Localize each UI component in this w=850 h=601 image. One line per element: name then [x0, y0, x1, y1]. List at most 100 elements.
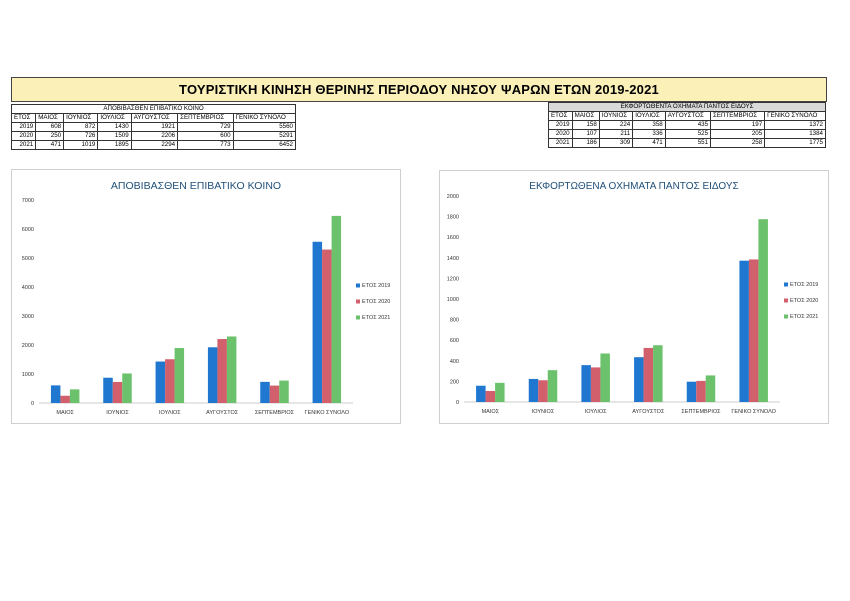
bar	[331, 215, 342, 403]
y-tick-label: 0	[456, 400, 459, 406]
x-tick-label: ΜΑΙΟΣ	[56, 410, 74, 416]
column-header: ΓΕΝΙΚΟ ΣΥΝΟΛΟ	[764, 111, 826, 121]
table-cell: 1372	[764, 120, 826, 130]
bar	[60, 395, 70, 403]
y-tick-label: 1600	[447, 235, 459, 241]
y-tick-label: 2000	[22, 343, 34, 349]
y-tick-label: 800	[450, 318, 459, 324]
table-caption: ΕΚΦΟΡΤΩΘΕΝΤΑ ΟΧΗΜΑΤΑ ΠΑΝΤΟΣ ΕΙΔΟΥΣ	[548, 102, 826, 112]
x-tick-label: ΙΟΥΛΙΟΣ	[585, 409, 607, 415]
bar	[322, 249, 332, 403]
y-tick-label: 6000	[22, 227, 34, 233]
bar	[50, 385, 61, 403]
column-header: ΑΥΓΟΥΣΤΟΣ	[664, 111, 712, 121]
x-tick-label: ΑΥΓΟΥΣΤΟΣ	[632, 409, 665, 415]
table-cell: 1384	[764, 129, 826, 139]
y-tick-label: 5000	[22, 256, 34, 262]
bar	[758, 219, 768, 402]
column-header: ΙΟΥΛΙΟΣ	[632, 111, 666, 121]
bar	[269, 385, 280, 403]
table-cell: 5291	[232, 131, 297, 141]
bar	[112, 381, 123, 403]
legend-entry: ΕΤΟΣ 2020	[362, 299, 390, 305]
vehicles-chart-svg: ΕΚΦΟΡΤΩΘΕΝΑ ΟΧΗΜΑΤΑ ΠΑΝΤΟΣ ΕΙΔΟΥΣ 0 200 400…	[447, 181, 819, 415]
bar	[590, 367, 601, 402]
legend-entry: ΕΤΟΣ 2021	[362, 315, 390, 321]
bar	[207, 347, 218, 403]
table-cell: 471	[35, 140, 65, 150]
table-cell: 2294	[130, 140, 179, 150]
bar	[696, 380, 706, 402]
column-header: ΜΑΙΟΣ	[35, 113, 65, 123]
y-tick-label: 0	[31, 401, 34, 407]
table-cell: 1509	[97, 131, 132, 141]
legend-swatch	[356, 283, 360, 288]
vehicles-table: ΕΚΦΟΡΤΩΘΕΝΤΑ ΟΧΗΜΑΤΑ ΠΑΝΤΟΣ ΕΙΔΟΥΣ ΕΤΟΣ …	[548, 102, 826, 148]
table-cell: 1430	[97, 122, 132, 132]
legend-entry: ΕΤΟΣ 2019	[362, 283, 390, 289]
table-row: 2020 250 726 1509 2206 600 5291	[10, 131, 297, 141]
bar	[528, 378, 539, 402]
x-tick-label: ΙΟΥΛΙΟΣ	[159, 410, 181, 416]
table-cell: 1921	[130, 122, 179, 132]
column-header: ΙΟΥΝΙΟΣ	[598, 111, 634, 121]
passengers-chart: ΑΠΟΒΙΒΑΣΘΕΝ ΕΠΙΒΑΤΙΚΟ ΚΟΙΝΟ 0 1000 2000 3000…	[11, 169, 401, 424]
table-caption: ΑΠΟΒΙΒΑΣΘΕΝ ΕΠΙΒΑΤΙΚΟ ΚΟΙΝΟ	[11, 104, 296, 114]
table-cell: 197	[710, 120, 766, 130]
table-cell: 471	[632, 138, 666, 148]
table-cell: 158	[571, 120, 600, 130]
table-cell: 2020	[10, 131, 37, 141]
passengers-table: ΑΠΟΒΙΒΑΣΘΕΝ ΕΠΙΒΑΤΙΚΟ ΚΟΙΝΟ ΕΤΟΣ ΜΑΙΟΣ Ι…	[10, 104, 297, 150]
table-cell: 5560	[232, 122, 297, 132]
x-tick-label: ΙΟΥΝΙΟΣ	[106, 410, 129, 416]
table-cell: 1895	[97, 140, 132, 150]
table-cell: 224	[598, 120, 634, 130]
table-cell: 600	[177, 131, 234, 141]
bar	[686, 381, 697, 402]
x-tick-label: ΜΑΙΟΣ	[482, 409, 500, 415]
bar	[103, 377, 113, 403]
table-cell: 2020	[548, 129, 573, 139]
x-tick-label: ΓΕΝΙΚΟ ΣΥΝΟΛΟ	[731, 409, 776, 415]
column-header: ΕΤΟΣ	[548, 111, 573, 121]
table-cell: 258	[710, 138, 766, 148]
column-header: ΙΟΥΛΙΟΣ	[97, 113, 132, 123]
column-header: ΙΟΥΝΙΟΣ	[63, 113, 99, 123]
table-row: 2019 608 872 1430 1921 729 5560	[10, 122, 297, 132]
table-cell: 726	[63, 131, 99, 141]
table-cell: 358	[632, 120, 666, 130]
table-cell: 6452	[232, 140, 297, 150]
table-cell: 608	[35, 122, 65, 132]
y-tick-label: 1200	[447, 276, 459, 282]
legend-swatch	[356, 315, 360, 320]
x-tick-label: ΣΕΠΤΕΜΒΡΙΟΣ	[681, 409, 721, 415]
table-cell: 186	[571, 138, 600, 148]
table-cell: 551	[664, 138, 712, 148]
table-cell: 729	[177, 122, 234, 132]
table-row: 2021 186 309 471 551 258 1775	[548, 138, 826, 148]
table-row: 2019 158 224 358 435 197 1372	[548, 120, 826, 130]
bar	[705, 375, 716, 402]
table-row: 2020 107 211 336 525 205 1384	[548, 129, 826, 139]
table-cell: 250	[35, 131, 65, 141]
table-cell: 309	[598, 138, 634, 148]
bar	[217, 339, 227, 403]
y-tick-label: 1000	[447, 297, 459, 303]
bar	[748, 259, 759, 402]
table-row: 2021 471 1019 1895 2294 773 6452	[10, 140, 297, 150]
y-tick-label: 200	[450, 379, 459, 385]
bar	[155, 361, 166, 403]
bar	[653, 345, 663, 402]
column-header: ΜΑΙΟΣ	[571, 111, 600, 121]
y-tick-label: 1800	[447, 215, 459, 221]
y-tick-label: 4000	[22, 285, 34, 291]
chart-title: ΕΚΦΟΡΤΩΘΕΝΑ ΟΧΗΜΑΤΑ ΠΑΝΤΟΣ ΕΙΔΟΥΣ	[529, 181, 738, 192]
page-title: ΤΟΥΡΙΣΤΙΚΗ ΚΙΝΗΣΗ ΘΕΡΙΝΗΣ ΠΕΡΙΟΔΟΥ ΝΗΣΟΥ…	[11, 77, 827, 102]
table-cell: 2019	[548, 120, 573, 130]
bar	[174, 348, 185, 403]
legend-swatch	[784, 298, 788, 303]
bar	[495, 382, 505, 402]
table-cell: 2019	[10, 122, 37, 132]
legend-swatch	[356, 299, 360, 304]
table-cell: 435	[664, 120, 712, 130]
